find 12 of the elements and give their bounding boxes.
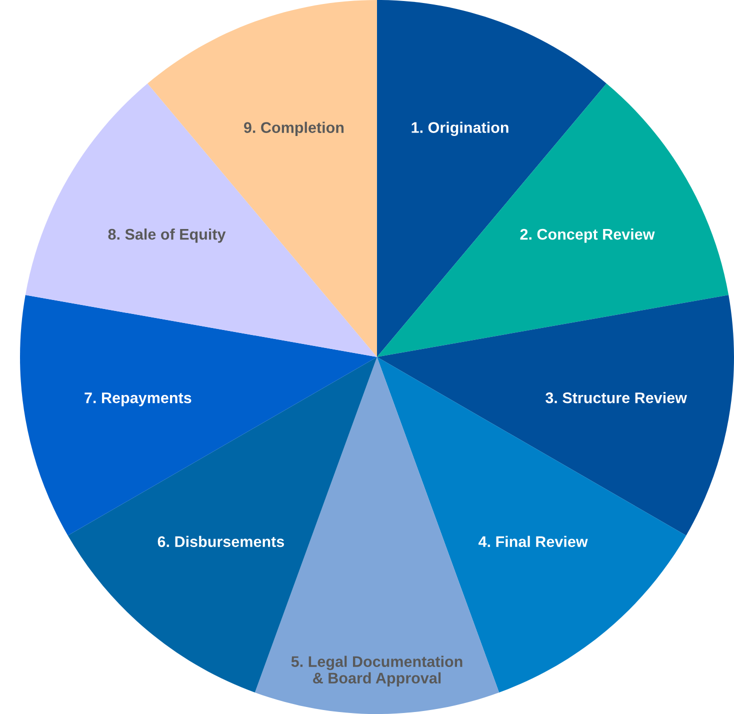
slice-label: 3. Structure Review (546, 392, 688, 404)
slice-label: 5. Legal Documentation & Board Approval (291, 656, 462, 687)
slice-label: 2. Concept Review (520, 228, 655, 243)
pie-slice (25, 84, 377, 357)
slice-label: 7. Repayments (84, 392, 192, 406)
slice-label: 1. Origination (412, 122, 508, 136)
slice-label: 8. Sale of Equity (108, 228, 226, 243)
pie-slice (20, 295, 377, 536)
slice-label: 6. Disbursements (158, 536, 284, 548)
slice-label: 9. Completion (244, 122, 344, 136)
pie-slice (377, 84, 729, 357)
slice-label: 4. Final Review (478, 536, 588, 548)
